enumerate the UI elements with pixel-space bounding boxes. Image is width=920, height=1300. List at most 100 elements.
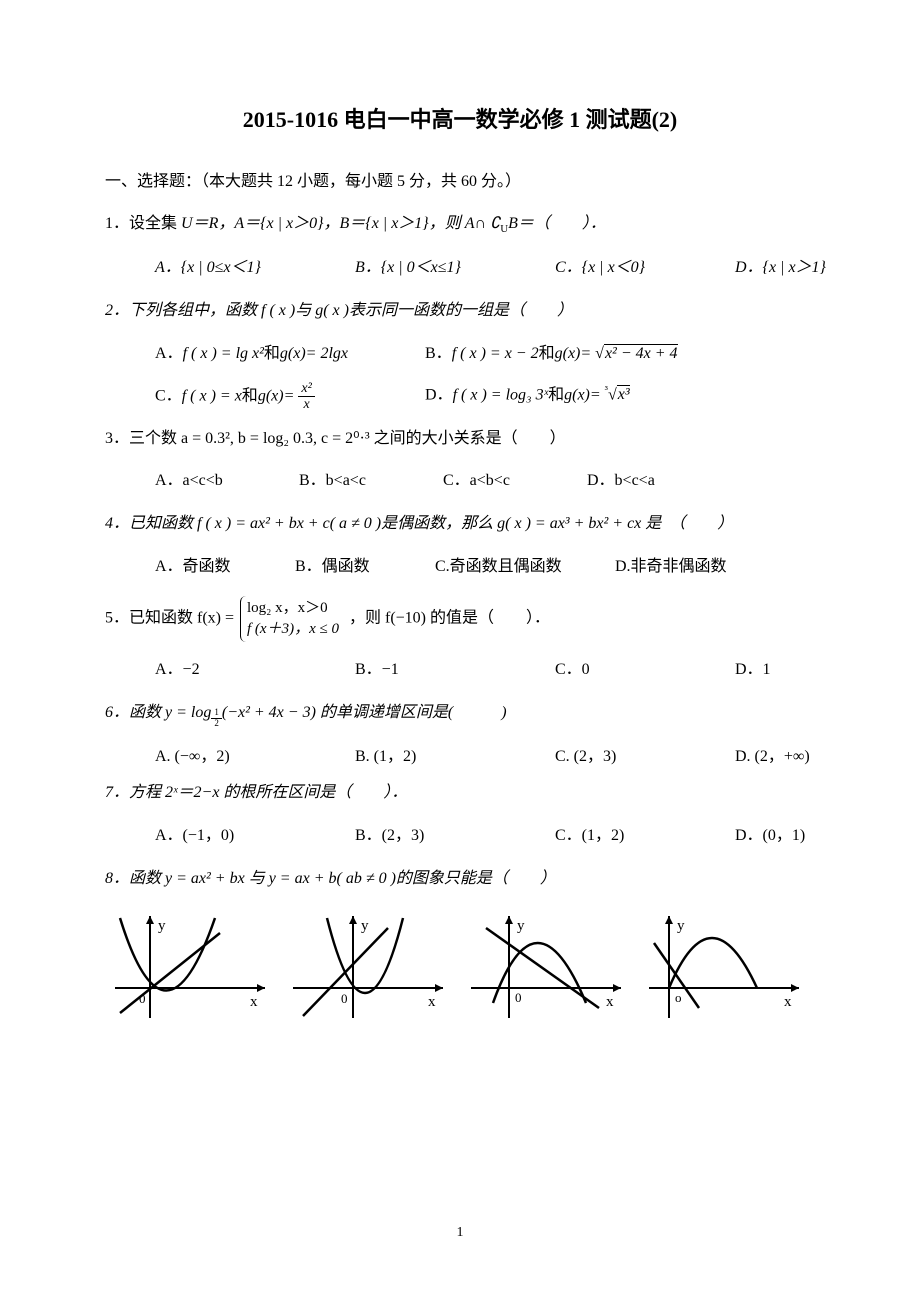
q4-option-a: A．奇函数 <box>155 553 295 582</box>
q4-option-c: C.奇函数且偶函数 <box>435 553 615 582</box>
graph-d-svg: y x o <box>639 908 811 1023</box>
q8-graph-d: y x o <box>639 908 811 1023</box>
parabola-c <box>493 943 586 1003</box>
y-arrow-c <box>505 916 513 924</box>
q1-option-d: D．{x | x＞1} <box>735 254 865 283</box>
parabola-a <box>120 918 215 991</box>
x-arrow-d <box>791 984 799 992</box>
y-arrow-b <box>349 916 357 924</box>
q5-prefix: 5．已知函数 f(x) = <box>105 609 238 626</box>
q1-options: A．{x | 0≤x＜1} B．{x | 0＜x≤1} C．{x | x＜0} … <box>105 254 815 283</box>
question-5: 5．已知函数 f(x) = log₂ x，x＞0 f (x＋3)，x ≤ 0 ，… <box>105 596 815 642</box>
y-label-d: y <box>677 918 685 934</box>
parabola-d <box>669 938 757 988</box>
y-arrow-d <box>665 916 673 924</box>
x-arrow <box>257 984 265 992</box>
q1-sub: U <box>500 224 508 236</box>
q6-option-a: A. (−∞，2) <box>155 743 355 772</box>
q7-options: A．(−1，0) B．(2，3) C．(1，2) D．(0，1) <box>105 822 815 851</box>
q2-b-sqrt: x² − 4x + 4 <box>604 344 678 362</box>
q6-options: A. (−∞，2) B. (1，2) C. (2，3) D. (2，+∞) <box>105 743 815 772</box>
q3-options: A．a<c<b B．b<a<c C．a<b<c D．b<c<a <box>105 467 815 496</box>
q2-d-root: ³ <box>605 384 608 396</box>
question-1: 1．设全集 U＝R，A＝{x | x＞0}，B＝{x | x＞1}，则 A∩ ∁… <box>105 210 815 240</box>
x-label-a: x <box>250 994 258 1010</box>
q2-option-c: C．f ( x ) = x和g(x)= x²x <box>155 381 425 413</box>
x-label-d: x <box>784 994 792 1010</box>
q2-d-sqrt: x³ <box>617 385 630 403</box>
q2-option-d: D．f ( x ) = log₃ 3ˣ和g(x)= ³√x³ <box>425 381 815 413</box>
q2-c-den: x <box>298 397 314 412</box>
q1-text-body: U＝R，A＝{x | x＞0}，B＝{x | x＞1}，则 A∩ ∁ <box>181 215 500 232</box>
x-arrow-b <box>435 984 443 992</box>
q6-suffix: (−x² + 4x − 3) 的单调递增区间是( ) <box>222 704 507 721</box>
section-heading: 一、选择题：（本大题共 12 小题，每小题 5 分，共 60 分。） <box>105 168 815 197</box>
q2-text: 2．下列各组中，函数 f ( x )与 g( x )表示同一函数的一组是（ ） <box>105 302 573 319</box>
y-arrow <box>146 916 154 924</box>
q5-option-a: A．−2 <box>155 656 355 685</box>
q2-options: A．f ( x ) = lg x²和g(x)= 2lgx B．f ( x ) =… <box>105 340 815 413</box>
graph-a-svg: y x 0 <box>105 908 277 1023</box>
q2-b-pre: B． <box>425 345 452 362</box>
q2-c-pre: C． <box>155 387 182 404</box>
line-a <box>120 933 220 1013</box>
y-label-c: y <box>517 918 525 934</box>
origin-a: 0 <box>139 991 146 1006</box>
q8-graph-b: y x 0 <box>283 908 455 1023</box>
y-label-b: y <box>361 918 369 934</box>
line-c <box>486 928 599 1008</box>
q2-b-mid: 和 <box>539 345 555 362</box>
question-6: 6．函数 y = log12(−x² + 4x − 3) 的单调递增区间是( ) <box>105 699 815 729</box>
q8-graphs: y x 0 y x 0 y x 0 <box>105 908 815 1023</box>
question-8: 8．函数 y = ax² + bx 与 y = ax + b( ab ≠ 0 )… <box>105 865 815 894</box>
q5-options: A．−2 B．−1 C．0 D．1 <box>105 656 815 685</box>
question-4: 4．已知函数 f ( x ) = ax² + bx + c( a ≠ 0 )是偶… <box>105 510 815 539</box>
q5-option-d: D．1 <box>735 656 865 685</box>
q6-option-b: B. (1，2) <box>355 743 555 772</box>
q1-option-b: B．{x | 0＜x≤1} <box>355 254 555 283</box>
graph-b-svg: y x 0 <box>283 908 455 1023</box>
q3-option-b: B．b<a<c <box>299 467 419 496</box>
q5-option-c: C．0 <box>555 656 735 685</box>
q2-b-f: f ( x ) = x − 2 <box>452 345 539 362</box>
q2-a-g: g(x)= 2lgx <box>280 345 348 362</box>
q1-text-prefix: 1．设全集 <box>105 215 181 232</box>
q3-text: 3．三个数 a = 0.3², b = log₂ 0.3, c = 2⁰·³ 之… <box>105 430 566 447</box>
q5-piecewise: log₂ x，x＞0 f (x＋3)，x ≤ 0 <box>240 596 345 642</box>
q8-graph-a: y x 0 <box>105 908 277 1023</box>
x-label-b: x <box>428 994 436 1010</box>
x-label-c: x <box>606 994 614 1010</box>
x-arrow-c <box>613 984 621 992</box>
q5-piece1: log₂ x，x＞0 <box>247 598 339 619</box>
page-number: 1 <box>0 1220 920 1245</box>
q7-option-b: B．(2，3) <box>355 822 555 851</box>
q6-prefix: 6．函数 y = log <box>105 704 211 721</box>
q2-d-gpre: g(x)= <box>564 386 605 403</box>
question-7: 7．方程 2ˣ＝2−x 的根所在区间是（ ）． <box>105 779 815 808</box>
page-title: 2015-1016 电白一中高一数学必修 1 测试题(2) <box>105 100 815 140</box>
q2-a-f: f ( x ) = lg x² <box>183 345 264 362</box>
q2-b-gpre: g(x)= <box>555 345 596 362</box>
q2-c-gpre: g(x)= <box>258 387 299 404</box>
question-2: 2．下列各组中，函数 f ( x )与 g( x )表示同一函数的一组是（ ） <box>105 297 815 326</box>
q1-text-suffix: B＝（ ）． <box>508 215 606 232</box>
q2-option-b: B．f ( x ) = x − 2和g(x)= √x² − 4x + 4 <box>425 340 815 369</box>
q5-piece2: f (x＋3)，x ≤ 0 <box>247 619 339 640</box>
q2-a-mid: 和 <box>264 345 280 362</box>
q2-d-f: f ( x ) = log₃ 3ˣ <box>453 386 549 403</box>
q5-option-b: B．−1 <box>355 656 555 685</box>
q7-option-d: D．(0，1) <box>735 822 865 851</box>
origin-d: o <box>675 990 682 1005</box>
q3-option-c: C．a<b<c <box>443 467 563 496</box>
q2-c-mid: 和 <box>242 387 258 404</box>
q3-option-a: A．a<c<b <box>155 467 275 496</box>
q8-graph-c: y x 0 <box>461 908 633 1023</box>
q1-option-c: C．{x | x＜0} <box>555 254 735 283</box>
origin-c: 0 <box>515 990 522 1005</box>
q4-option-b: B．偶函数 <box>295 553 435 582</box>
q2-a-pre: A． <box>155 345 183 362</box>
q7-option-a: A．(−1，0) <box>155 822 355 851</box>
q2-option-a: A．f ( x ) = lg x²和g(x)= 2lgx <box>155 340 425 369</box>
y-label-a: y <box>158 918 166 934</box>
graph-c-svg: y x 0 <box>461 908 633 1023</box>
